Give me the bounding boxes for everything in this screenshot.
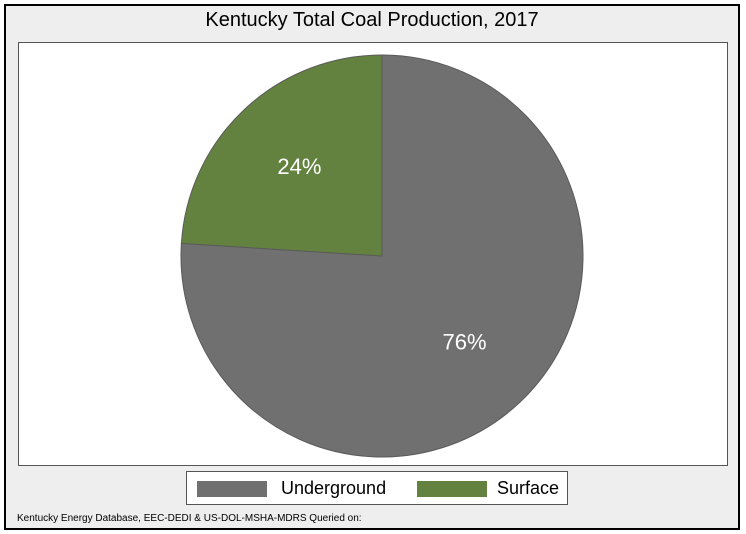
chart-frame: Kentucky Total Coal Production, 2017 76%…	[4, 4, 740, 530]
legend: Underground Surface	[186, 471, 568, 505]
pie-chart: 76% 24%	[180, 54, 584, 458]
pie-label-underground: 76%	[443, 330, 487, 355]
pie-label-surface: 24%	[277, 154, 321, 179]
plot-area: 76% 24%	[18, 42, 728, 466]
legend-label-surface: Surface	[497, 478, 560, 498]
pie-slice-surface	[180, 54, 383, 257]
chart-title: Kentucky Total Coal Production, 2017	[205, 9, 539, 31]
legend-swatch-surface	[417, 481, 487, 497]
legend-label-underground: Underground	[281, 478, 387, 498]
source-note: Kentucky Energy Database, EEC-DEDI & US-…	[17, 513, 362, 524]
legend-swatch-underground	[197, 481, 267, 497]
